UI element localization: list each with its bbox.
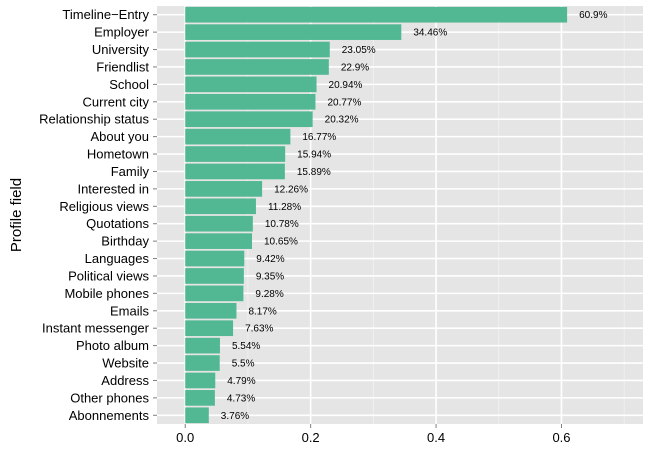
y-tick-label: Languages [85, 251, 150, 266]
bar-value-label: 16.77% [302, 132, 336, 143]
bar [185, 163, 285, 180]
bar [185, 76, 317, 93]
bar [185, 302, 237, 319]
y-tick-label: University [92, 42, 150, 57]
bar [185, 111, 313, 128]
y-tick-label: Friendlist [96, 59, 149, 74]
bar [185, 6, 568, 23]
bar-value-label: 10.78% [265, 219, 299, 230]
x-tick-label: 0.4 [427, 430, 445, 445]
bar-value-label: 20.77% [327, 97, 361, 108]
y-tick-label: Instant messenger [42, 321, 150, 336]
bar-value-label: 20.32% [325, 115, 359, 126]
y-tick-label: Quotations [86, 216, 149, 231]
bar-value-label: 4.73% [227, 393, 255, 404]
bar-value-label: 22.9% [341, 62, 369, 73]
bar-value-label: 9.35% [256, 271, 284, 282]
bar [185, 268, 244, 284]
y-tick-label: Current city [83, 94, 150, 109]
y-tick-label: Interested in [77, 181, 149, 196]
x-tick-label: 0.6 [552, 430, 570, 445]
y-tick-label: About you [90, 129, 149, 144]
bar-value-label: 10.65% [264, 237, 298, 248]
bar [185, 93, 316, 110]
y-tick-label: Birthday [101, 234, 149, 249]
bar [185, 320, 234, 337]
y-tick-label: Religious views [59, 199, 149, 214]
bar [185, 233, 253, 249]
x-tick-label: 0.0 [176, 430, 194, 445]
bar-value-label: 9.28% [255, 289, 283, 300]
bars [185, 6, 568, 424]
y-axis-title: Profile field [8, 178, 25, 252]
bar-value-label: 11.28% [268, 202, 301, 213]
y-tick-label: Employer [94, 25, 150, 40]
bar-value-label: 20.94% [329, 80, 363, 91]
bar [185, 146, 286, 162]
bar-value-label: 3.76% [221, 411, 249, 422]
bar [185, 250, 245, 267]
bar-data-labels: 60.9% 34.46% 23.05% 22.9% 20.94% 20.77% 20.32%… [221, 10, 608, 422]
bar [185, 372, 216, 389]
bar [185, 285, 244, 302]
bar [185, 390, 215, 406]
bar-value-label: 7.63% [245, 324, 273, 335]
y-tick-label: Hometown [87, 147, 149, 162]
bar-value-label: 12.26% [274, 184, 308, 195]
y-tick-label: Emails [110, 303, 150, 318]
bar-value-label: 23.05% [342, 45, 376, 56]
bar-value-label: 34.46% [413, 28, 447, 39]
bar-value-label: 15.89% [297, 167, 331, 178]
bar-value-label: 5.5% [232, 359, 255, 370]
bar-value-label: 15.94% [297, 150, 331, 161]
y-axis-ticks: Timeline−Entry Employer University Friendli… [39, 7, 157, 423]
bar [185, 337, 220, 354]
y-tick-label: Family [111, 164, 150, 179]
y-tick-label: Political views [68, 268, 149, 283]
bar [185, 128, 291, 145]
y-tick-label: School [109, 77, 149, 92]
y-tick-label: Timeline−Entry [62, 7, 149, 22]
y-tick-label: Abonnements [69, 408, 150, 423]
bar [185, 41, 330, 58]
y-tick-label: Website [102, 356, 149, 371]
bar [185, 181, 263, 197]
minor-gridlines [247, 6, 625, 424]
y-tick-label: Address [101, 373, 149, 388]
bar-value-label: 8.17% [248, 306, 276, 317]
bar-value-label: 5.54% [232, 341, 260, 352]
bar [185, 198, 256, 215]
bar [185, 407, 209, 424]
bar [185, 59, 329, 75]
bar [185, 215, 253, 232]
y-tick-label: Mobile phones [64, 286, 149, 301]
y-tick-label: Other phones [70, 390, 149, 405]
bar [185, 24, 402, 40]
bar-value-label: 9.42% [256, 254, 284, 265]
x-tick-label: 0.2 [302, 430, 320, 445]
bar-value-label: 60.9% [579, 10, 607, 21]
y-tick-label: Photo album [76, 338, 149, 353]
bar-value-label: 4.79% [227, 376, 255, 387]
x-axis-ticks: 0.0 0.2 0.4 0.6 [176, 424, 571, 445]
y-tick-label: Relationship status [39, 112, 149, 127]
bar [185, 355, 220, 371]
